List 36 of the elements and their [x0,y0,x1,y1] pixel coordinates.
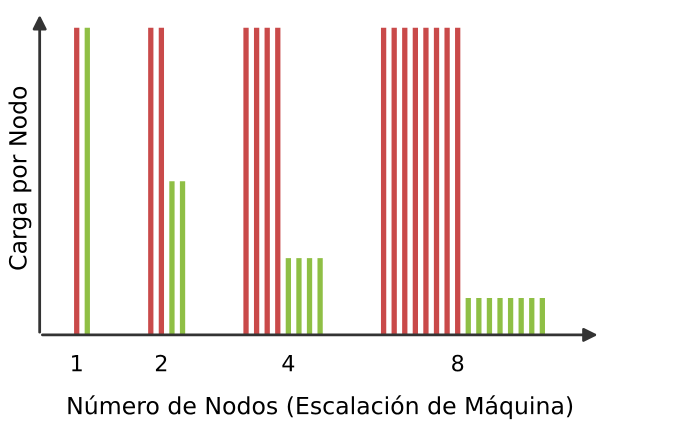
bar [74,28,80,335]
bar [380,28,386,335]
bar [434,28,440,335]
bar [540,298,545,335]
bar [508,298,514,335]
bar [497,298,503,335]
x-tick-label: 2 [156,354,166,372]
bar [275,28,280,335]
bar [254,28,260,335]
bar [264,28,270,335]
bar [286,258,292,335]
bar [317,258,323,335]
bar [423,28,429,335]
bar [148,28,154,335]
bar [296,258,302,335]
bar [169,181,175,335]
bar [486,298,492,335]
bar [158,28,164,335]
bar [476,298,482,335]
bar [518,298,524,335]
x-axis-title: Número de Nodos (Escalación de Máquina) [68,395,572,420]
bar [243,28,249,335]
x-tick-label: 8 [452,354,464,372]
bar [455,28,460,335]
bar [306,258,312,335]
bar [529,298,534,335]
x-tick-label: 1 [72,355,82,372]
bar [84,28,90,335]
bar [392,28,397,335]
x-tick-label: 4 [282,355,294,372]
bar [466,298,471,335]
bar [180,181,186,335]
y-axis-title: Carga por Nodo [8,86,32,270]
bar [402,28,408,335]
bar [412,28,418,335]
bar [444,28,450,335]
